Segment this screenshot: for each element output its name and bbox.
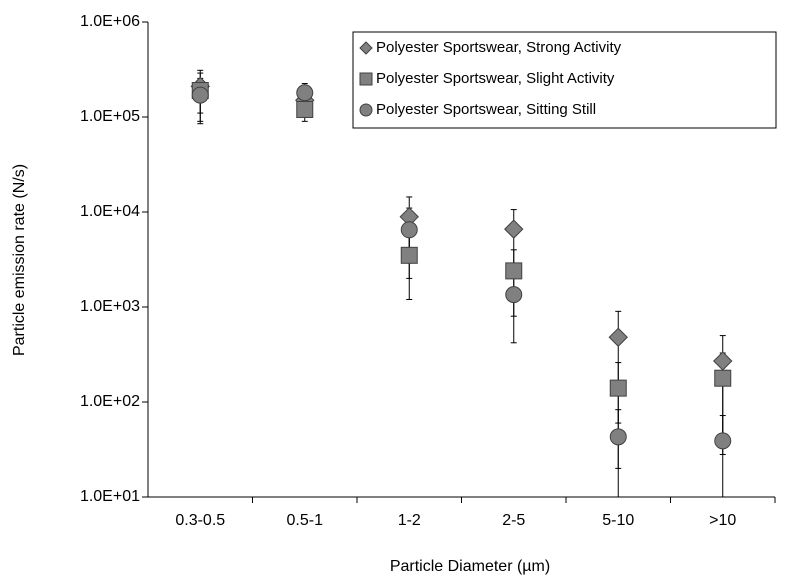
marker [714,369,732,387]
marker [296,84,314,102]
error-bar [719,415,726,497]
x-axis-label: Particle Diameter (µm) [390,558,550,575]
x-tick-label: 2-5 [502,512,525,529]
marker [609,379,627,397]
legend-label: Polyester Sportswear, Slight Activity [376,70,615,87]
y-tick-label: 1.0E+06 [80,13,140,30]
marker [609,428,627,446]
marker [608,327,628,347]
marker [505,262,523,280]
x-tick-label: 5-10 [602,512,634,529]
y-tick-label: 1.0E+04 [80,203,140,220]
legend-label: Polyester Sportswear, Sitting Still [376,101,596,118]
legend [352,31,777,129]
marker [359,72,373,86]
legend-items: Polyester Sportswear, Strong Activity Pol… [359,39,622,118]
marker [296,100,314,118]
legend-label: Polyester Sportswear, Strong Activity [376,39,622,56]
y-tick-label: 1.0E+03 [80,298,140,315]
marker [713,351,733,371]
x-tick-label: 0.3-0.5 [175,512,225,529]
marker [400,246,418,264]
marker [400,221,418,239]
x-tick-label: 0.5-1 [287,512,324,529]
x-tick-label: >10 [709,512,736,529]
marker [359,41,373,55]
y-tick-label: 1.0E+01 [80,488,140,505]
y-tick-label: 1.0E+05 [80,108,140,125]
marker [191,86,209,104]
error-bar [510,272,517,344]
x-tick-label: 1-2 [398,512,421,529]
y-tick-label: 1.0E+02 [80,393,140,410]
marker [714,432,732,450]
y-axis-label: Particle emission rate (N/s) [11,164,28,356]
plot-area [190,69,733,497]
marker [505,286,523,304]
marker [359,103,373,117]
marker [504,219,524,239]
